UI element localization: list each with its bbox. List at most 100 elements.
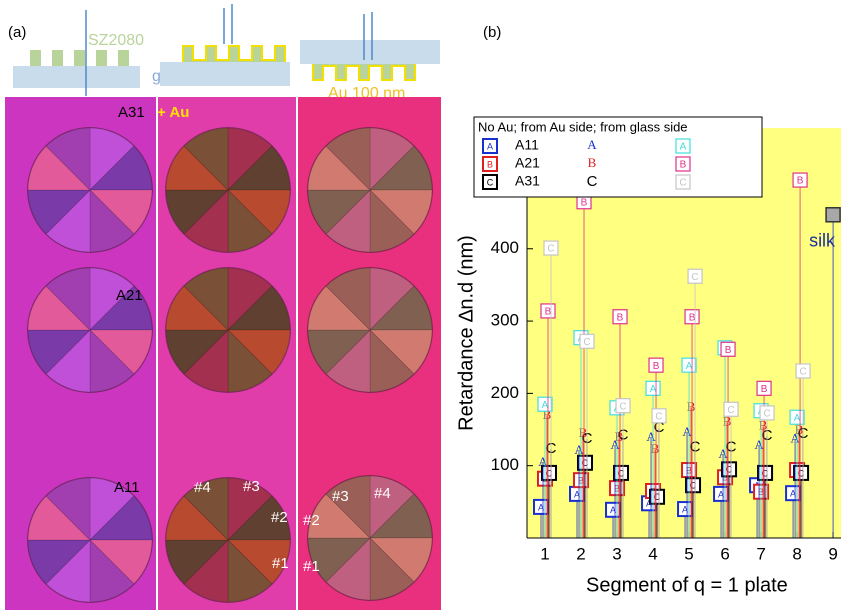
marker-letter: B [687,399,696,414]
marker-letter: B [797,176,804,187]
marker-letter: C [679,178,686,189]
data-point: B [649,358,663,372]
legend-marker: C [587,173,598,190]
marker-letter: C [619,401,626,412]
data-point: B [685,310,699,324]
gold-coated-pillars [313,64,415,80]
data-point: B [687,399,696,414]
data-point: B [793,173,807,187]
x-tick-label: 5 [684,544,693,563]
data-point: A [714,487,728,501]
data-point: C [758,466,772,480]
segment-label: #1 [272,555,289,572]
data-point: A [790,410,804,424]
data-point: C [578,456,592,470]
sample-label: A31 [118,104,145,121]
marker-letter: B [761,384,768,395]
data-point: C [688,269,702,283]
marker-letter: C [583,337,590,348]
marker-letter: C [691,272,698,283]
glass-slab [300,40,440,64]
x-tick-label: 4 [648,544,657,563]
marker-letter: B [588,155,597,170]
segment-label: #1 [303,558,320,575]
sample-label: A21 [116,287,143,304]
figure: (a) SZ2080 glass Au 100 nm A31 + Au A21 … [0,0,841,613]
marker-letter: A [680,142,687,153]
marker-letter: C [727,405,734,416]
data-point: B [651,441,660,456]
data-point: C [614,466,628,480]
marker-letter: A [487,141,493,151]
x-axis-label: Segment of q = 1 plate [586,574,788,596]
y-tick-label: 400 [491,238,519,257]
gold-coated-pillars [183,46,285,62]
y-axis-label: Retardance ∆n.d (nm) [455,235,477,431]
segment-label: #2 [303,512,320,529]
data-point: C [686,478,700,492]
sample-label: A11 [114,479,140,496]
y-tick-label: 100 [491,455,519,474]
legend-marker: C [483,175,497,189]
data-point: B [757,381,771,395]
legend-marker: B [676,157,690,171]
marker-letter: C [487,177,494,187]
plates [27,127,433,603]
segment-label: #4 [194,479,211,496]
data-point: C [616,399,630,413]
marker-letter: C [587,173,598,190]
x-tick-label: 2 [576,544,585,563]
legend-label: A11 [515,137,539,153]
data-point: B [613,310,627,324]
segment-label: #2 [271,509,288,526]
segment-label: #3 [243,478,260,495]
x-tick-label: 7 [756,544,765,563]
marker-letter: A [587,137,597,152]
legend-marker: A [483,139,497,153]
data-point: A [682,358,696,372]
data-point: C [794,466,808,480]
marker-letter: B [653,361,660,372]
marker-letter: B [487,159,493,169]
resist-pillars [30,50,129,66]
silk-point [826,208,840,222]
legend-marker: A [587,137,597,152]
data-point: A [786,486,800,500]
marker-letter: B [680,160,687,171]
panel-label: (b) [483,24,501,41]
resist-label: SZ2080 [88,32,144,49]
marker-letter: C [799,367,806,378]
x-tick-label: 6 [720,544,729,563]
segment-label: #4 [374,485,391,502]
data-point: C [544,241,558,255]
marker-letter: B [617,312,624,323]
segment-label: #3 [332,488,349,505]
data-point: A [606,503,620,517]
legend-marker: B [588,155,597,170]
legend-marker: C [676,175,690,189]
y-tick-label: 300 [491,311,519,330]
data-point: C [760,406,774,420]
silk-label: silk [809,231,836,251]
marker-letter: B [651,441,660,456]
marker-letter: B [581,197,588,208]
marker-letter: C [547,244,554,255]
data-point: A [678,502,692,516]
glass-slab [13,66,140,88]
x-tick-label: 8 [792,544,801,563]
panel-label: (a) [8,24,26,41]
data-point: A [646,381,660,395]
legend-marker: B [483,157,497,171]
data-point: C [652,409,666,423]
data-point: C [580,334,594,348]
x-tick-label: 3 [612,544,621,563]
data-point: C [796,364,810,378]
data-point: C [724,402,738,416]
data-point: B [541,304,555,318]
au-note: + Au [157,104,189,121]
data-point: C [722,462,736,476]
marker-letter: C [763,409,770,420]
legend-label: A21 [515,155,540,171]
legend-label: A31 [515,173,540,189]
x-tick-label: 1 [540,544,549,563]
